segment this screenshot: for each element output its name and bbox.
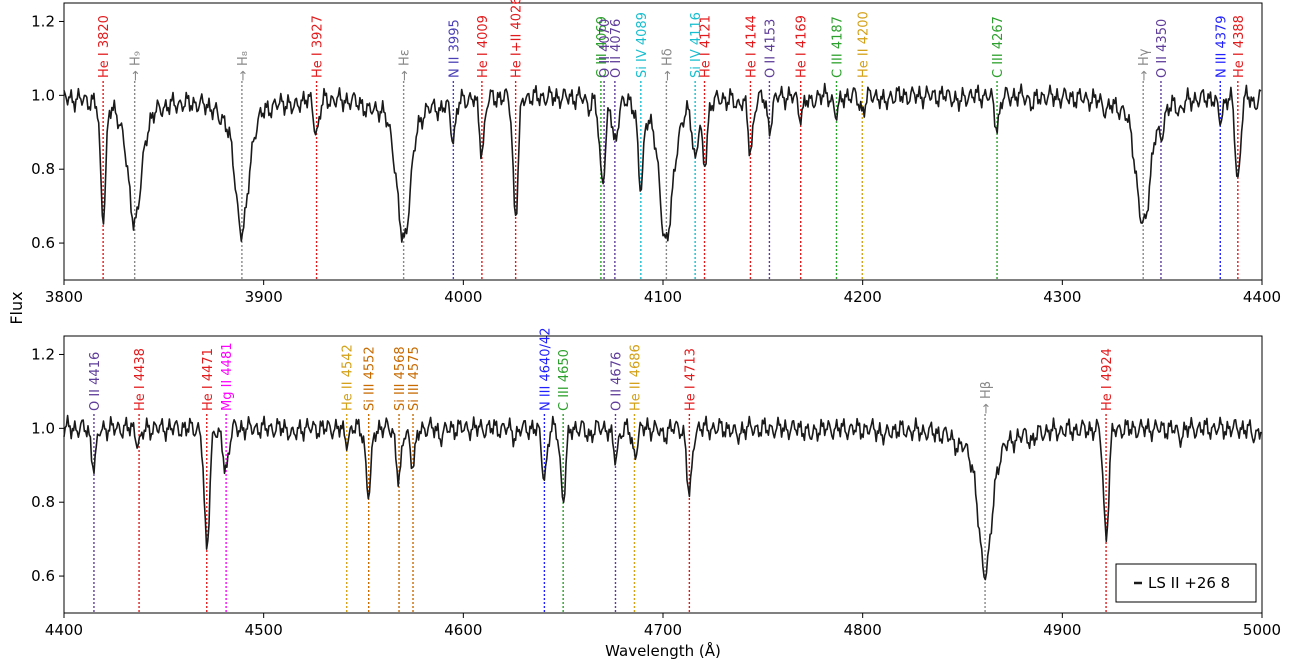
bottom-y-tick-label: 1.2 [31, 345, 55, 363]
top-line-label: He I 3927 [311, 15, 326, 78]
top-line-label: → Hδ [660, 48, 675, 81]
bottom-x-tick-label: 4700 [644, 621, 682, 639]
bottom-line-label: Si III 4552 [363, 346, 378, 411]
top-line-label: Si IV 4089 [635, 12, 650, 78]
top-x-tick-label: 4400 [1243, 288, 1281, 306]
bottom-line-label: Si III 4568 [393, 346, 408, 411]
bottom-line-label: He I 4471 [201, 348, 216, 411]
bottom-x-tick-label: 4500 [245, 621, 283, 639]
bottom-line-label: He I 4438 [133, 348, 148, 411]
top-line-label: → Hγ [1137, 48, 1152, 81]
top-line-label: C III 4187 [831, 16, 846, 78]
legend-label: LS II +26 8 [1148, 574, 1230, 592]
top-line-label: O II 4153 [763, 19, 778, 78]
top-spectrum-series [64, 84, 1261, 243]
bottom-y-tick-label: 0.8 [31, 493, 55, 511]
bottom-plot-frame [64, 336, 1262, 613]
bottom-y-tick-label: 0.6 [31, 567, 55, 585]
bottom-line-label: Mg II 4481 [220, 343, 235, 412]
top-line-label: He I 3820 [97, 15, 112, 78]
top-x-tick-label: 4300 [1043, 288, 1081, 306]
top-line-label: → H₈ [236, 51, 251, 81]
bottom-x-tick-label: 5000 [1243, 621, 1281, 639]
top-x-tick-label: 3900 [245, 288, 283, 306]
top-line-label: → H₉ [129, 51, 144, 81]
top-y-tick-label: 0.8 [31, 160, 55, 178]
bottom-line-label: O II 4416 [88, 352, 103, 411]
top-line-label: C III 4267 [991, 16, 1006, 78]
top-y-tick-label: 1.2 [31, 12, 55, 30]
bottom-line-label: He II 4542 [341, 344, 356, 411]
top-line-label: O II 4076 [609, 19, 624, 78]
top-line-label: He I 4388 [1232, 15, 1247, 78]
bottom-line-label: N III 4640/42 [538, 328, 553, 412]
top-y-tick-label: 1.0 [31, 86, 55, 104]
bottom-line-label: C III 4650 [557, 349, 572, 411]
top-line-label: He I+II 4026 [510, 0, 525, 78]
bottom-line-label: He I 4713 [683, 348, 698, 411]
top-line-label: He II 4200 [856, 11, 871, 78]
top-line-label: → Hε [398, 49, 413, 81]
top-line-label: He I 4009 [476, 15, 491, 78]
top-x-tick-label: 3800 [45, 288, 83, 306]
bottom-line-label: Si III 4575 [407, 346, 422, 411]
x-axis-label: Wavelength (Å) [605, 641, 721, 660]
top-line-label: O II 4350 [1155, 19, 1170, 78]
bottom-x-tick-label: 4400 [45, 621, 83, 639]
top-x-tick-label: 4200 [844, 288, 882, 306]
bottom-line-label: → Hβ [979, 381, 994, 414]
top-x-tick-label: 4100 [644, 288, 682, 306]
bottom-x-tick-label: 4900 [1043, 621, 1081, 639]
top-line-label: He I 4144 [744, 15, 759, 78]
bottom-spectrum-series [64, 416, 1261, 580]
bottom-line-label: He I 4924 [1100, 348, 1115, 411]
top-y-tick-label: 0.6 [31, 234, 55, 252]
bottom-line-label: He II 4686 [628, 344, 643, 411]
top-line-label: N II 3995 [447, 19, 462, 78]
y-axis-label: Flux [7, 291, 26, 324]
bottom-x-tick-label: 4800 [844, 621, 882, 639]
top-line-label: N III 4379 [1214, 15, 1229, 78]
top-line-label: He I 4121 [699, 15, 714, 78]
bottom-x-tick-label: 4600 [444, 621, 482, 639]
top-line-label: He I 4169 [795, 15, 810, 78]
bottom-line-label: O II 4676 [609, 352, 624, 411]
top-plot-frame [64, 3, 1262, 280]
bottom-y-tick-label: 1.0 [31, 419, 55, 437]
top-x-tick-label: 4000 [444, 288, 482, 306]
